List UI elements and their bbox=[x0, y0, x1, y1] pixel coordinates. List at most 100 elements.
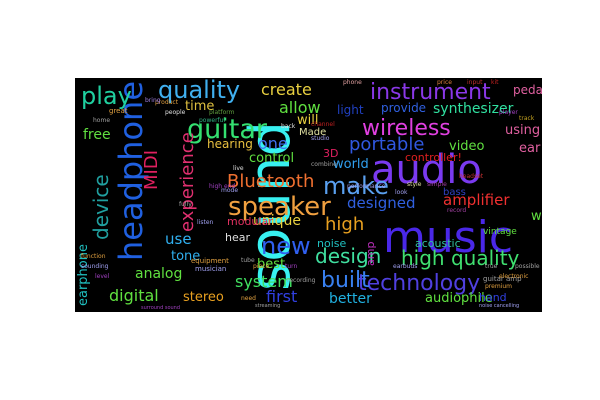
word: people bbox=[165, 109, 186, 116]
word: time bbox=[185, 99, 215, 114]
word: analog bbox=[135, 266, 183, 282]
word: bring bbox=[145, 97, 161, 104]
word: combine bbox=[311, 161, 337, 168]
word: design bbox=[315, 244, 382, 268]
word: digital bbox=[109, 286, 159, 305]
word: MIDI bbox=[141, 149, 162, 190]
word: guitar bbox=[187, 114, 267, 145]
word: great bbox=[109, 107, 128, 115]
word: recording bbox=[287, 277, 316, 284]
word: amp bbox=[364, 241, 377, 266]
word: high bbox=[325, 214, 365, 235]
word: control bbox=[249, 151, 295, 166]
word: 3D bbox=[323, 147, 339, 160]
word: fully bbox=[179, 201, 192, 208]
word: quality bbox=[158, 78, 241, 104]
word: stereo bbox=[183, 290, 224, 305]
word: true bbox=[485, 263, 498, 270]
word: streaming bbox=[255, 303, 281, 309]
word: music bbox=[383, 212, 514, 263]
word: level bbox=[95, 273, 110, 280]
word: wireless bbox=[362, 116, 451, 141]
word: amplifier bbox=[443, 191, 510, 209]
word: track bbox=[519, 115, 535, 122]
word: system bbox=[235, 272, 293, 291]
word: world bbox=[333, 157, 369, 172]
word: designed bbox=[347, 194, 416, 212]
word: tube bbox=[241, 257, 255, 264]
word: guitar amp bbox=[483, 275, 522, 283]
word: sounding bbox=[81, 263, 109, 270]
word: style bbox=[407, 181, 422, 188]
word: play bbox=[81, 82, 132, 110]
word: listen bbox=[197, 219, 214, 226]
word: player bbox=[499, 109, 518, 116]
word: studio bbox=[311, 135, 330, 142]
word: look bbox=[395, 189, 408, 196]
word: possible bbox=[515, 263, 540, 270]
word: hand bbox=[479, 291, 507, 304]
word: new bbox=[261, 232, 311, 260]
word: provide bbox=[381, 101, 427, 115]
word: powerful bbox=[199, 117, 226, 124]
word: electronic bbox=[499, 273, 529, 280]
word: piece bbox=[253, 263, 270, 270]
word: way bbox=[531, 209, 542, 224]
word: product bbox=[155, 99, 179, 106]
word: create bbox=[261, 80, 312, 99]
word: tone bbox=[171, 249, 201, 264]
word: video bbox=[449, 139, 485, 154]
word: modular bbox=[227, 215, 273, 228]
word: better bbox=[329, 291, 372, 307]
word: surround sound bbox=[141, 305, 181, 311]
word: vintage bbox=[483, 227, 517, 237]
word: home bbox=[93, 117, 111, 124]
word: one bbox=[258, 134, 288, 153]
word: free bbox=[83, 127, 111, 143]
word: hear bbox=[225, 231, 251, 244]
word: audio bbox=[371, 147, 482, 193]
word: device bbox=[89, 174, 113, 240]
word: built bbox=[321, 268, 370, 293]
word: high quality bbox=[401, 246, 520, 270]
word: use bbox=[165, 230, 192, 248]
word: price bbox=[437, 79, 452, 86]
word: will bbox=[297, 113, 319, 128]
word: make bbox=[323, 172, 389, 200]
word: hearing bbox=[207, 137, 253, 151]
word: best bbox=[257, 257, 286, 272]
word: simple bbox=[427, 181, 447, 188]
word: ear bbox=[519, 141, 541, 156]
word: synthesizer bbox=[433, 101, 514, 117]
word: high end bbox=[209, 183, 236, 190]
word: input bbox=[467, 79, 483, 86]
word: turn bbox=[285, 263, 298, 270]
word: using bbox=[505, 123, 541, 138]
word: acoustic bbox=[415, 237, 461, 250]
word: phone bbox=[343, 79, 362, 86]
word: mode bbox=[221, 187, 239, 194]
word: experience bbox=[177, 132, 198, 232]
word: premium bbox=[485, 283, 512, 290]
word: audiophile bbox=[425, 291, 493, 306]
word: first bbox=[266, 287, 298, 306]
word: function bbox=[81, 253, 106, 260]
word: performance bbox=[347, 183, 386, 190]
word: need bbox=[241, 295, 256, 302]
word: live bbox=[233, 165, 244, 172]
word: unique bbox=[253, 213, 302, 229]
word: kit bbox=[491, 79, 499, 86]
word: musician bbox=[195, 265, 227, 273]
word: record bbox=[447, 207, 467, 214]
word: pedal bbox=[513, 83, 542, 97]
word: equipment bbox=[191, 257, 229, 265]
word: portable bbox=[349, 134, 425, 155]
word: Made bbox=[299, 127, 327, 138]
word: light bbox=[337, 103, 364, 117]
word: technology bbox=[358, 271, 481, 296]
word: platform bbox=[209, 109, 235, 116]
word: instrument bbox=[370, 80, 491, 105]
word: controller! bbox=[405, 151, 462, 164]
word-cloud: sound music audio headphone guitar speak… bbox=[75, 78, 542, 312]
word: Bluetooth bbox=[227, 171, 315, 192]
